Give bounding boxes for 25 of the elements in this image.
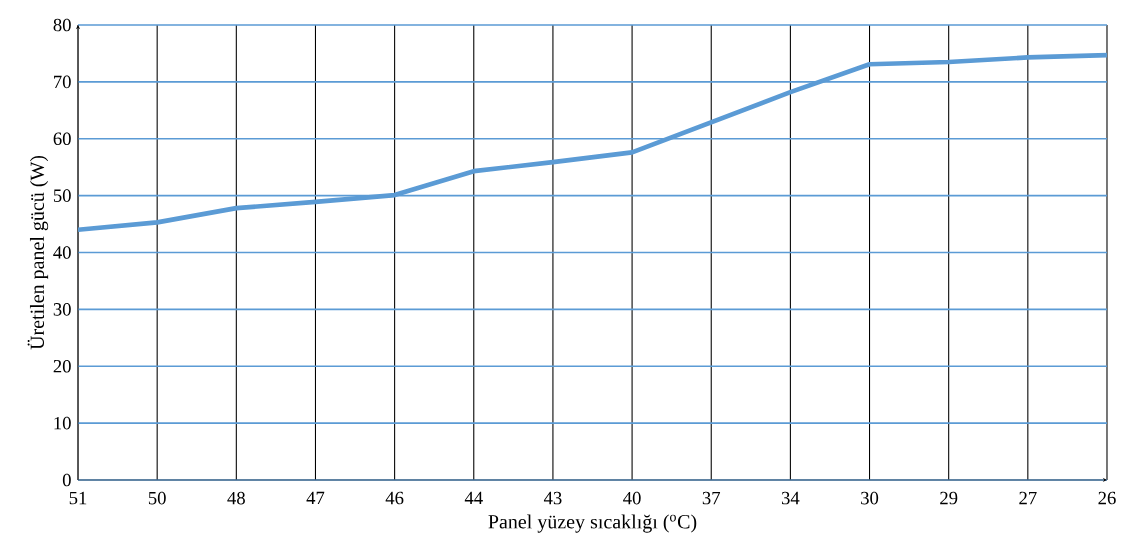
x-tick-label: 40 bbox=[623, 491, 641, 505]
x-tick-label: 44 bbox=[464, 491, 483, 505]
x-tick-label: 29 bbox=[940, 491, 958, 505]
y-axis-title: Üretilen panel gücü (W) bbox=[27, 155, 49, 350]
x-axis-title: Panel yüzey sıcaklığı ($^{o}$C) bbox=[488, 514, 697, 533]
y-tick-label: 10 bbox=[54, 416, 71, 430]
y-tick-label: 70 bbox=[54, 75, 71, 89]
x-tick-label: 30 bbox=[861, 491, 879, 505]
x-tick-label: 37 bbox=[702, 491, 721, 505]
x-tick-label: 46 bbox=[385, 491, 404, 505]
x-tick-label: 47 bbox=[306, 491, 325, 505]
x-tick-label: 34 bbox=[781, 491, 800, 505]
x-tick-label: 51 bbox=[69, 491, 87, 505]
y-tick-label: 60 bbox=[53, 132, 71, 146]
y-tick-label: 80 bbox=[53, 18, 71, 32]
y-tick-label: 50 bbox=[53, 189, 71, 202]
x-tick-label: 27 bbox=[1019, 491, 1037, 505]
x-tick-label: 50 bbox=[148, 491, 166, 505]
x-tick-label: 43 bbox=[543, 491, 562, 505]
y-tick-label: 40 bbox=[53, 246, 71, 259]
x-tick-label: 26 bbox=[1098, 491, 1116, 505]
y-tick-label: 30 bbox=[53, 303, 71, 316]
y-tick-label: 0 bbox=[62, 473, 71, 487]
x-tick-label: 48 bbox=[227, 491, 245, 505]
y-tick-label: 20 bbox=[53, 359, 71, 373]
